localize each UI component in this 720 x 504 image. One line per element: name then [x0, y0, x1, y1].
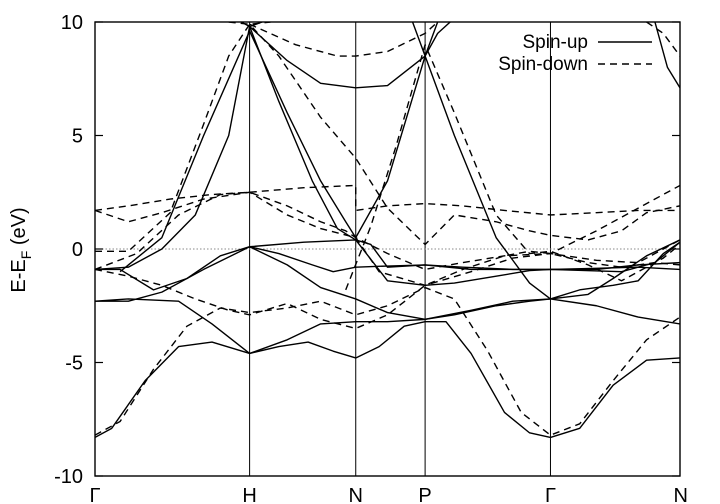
y-axis-title-unit: (eV) — [8, 207, 30, 250]
legend-label: Spin-down — [498, 54, 588, 75]
band-line — [249, 239, 680, 273]
x-tick-label: H — [242, 485, 256, 504]
band-line — [345, 44, 680, 291]
y-tick-label: -5 — [65, 353, 83, 375]
series-spin-up — [95, 22, 680, 439]
band-line — [95, 298, 680, 355]
band-line — [95, 184, 680, 287]
y-axis-ticks: -10 -5 0 5 10 — [54, 12, 680, 488]
x-tick-label: Γ — [545, 485, 556, 504]
legend-label: Spin-up — [523, 32, 589, 53]
band-line — [646, 22, 680, 57]
y-axis-title: E-EF (eV) — [8, 207, 34, 292]
band-line — [95, 23, 680, 252]
y-tick-label: 0 — [72, 239, 83, 261]
y-tick-label: -10 — [54, 466, 83, 488]
y-axis-title-main: E-E — [8, 259, 30, 292]
x-tick-label: P — [418, 485, 431, 504]
band-line — [249, 22, 451, 89]
x-tick-label: N — [674, 485, 688, 504]
band-line — [95, 320, 680, 439]
x-tick-label: N — [349, 485, 363, 504]
bands — [95, 22, 680, 439]
band-line — [95, 184, 680, 216]
x-tick-label: Γ — [89, 485, 100, 504]
series-spin-down — [95, 22, 680, 436]
band-line — [654, 22, 680, 89]
band-line — [411, 22, 439, 57]
y-tick-label: 10 — [61, 12, 83, 34]
y-tick-label: 5 — [72, 126, 83, 148]
y-axis-title-sub: F — [18, 251, 34, 260]
band-line — [95, 286, 680, 436]
band-line — [249, 22, 439, 57]
